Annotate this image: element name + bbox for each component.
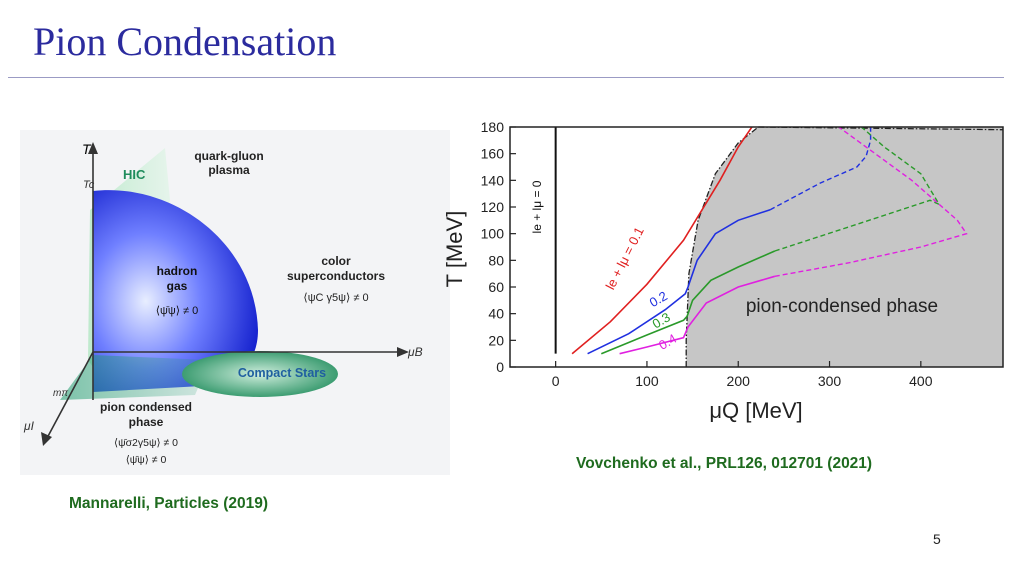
hadron-gas-sphere — [93, 190, 258, 392]
slide-title: Pion Condensation — [33, 19, 337, 64]
x-tick-label-100: 100 — [635, 373, 659, 389]
y-tick-label-120: 120 — [481, 199, 505, 215]
label-axis-mpi: mπ — [53, 388, 68, 399]
label-axis-Tc: Tc — [83, 179, 95, 191]
y-tick-label-40: 40 — [488, 306, 504, 322]
y-tick-label-180: 180 — [481, 119, 505, 135]
compact-stars-ellipse — [182, 351, 338, 397]
region-boundary — [685, 126, 759, 367]
page-number: 5 — [933, 531, 941, 547]
label-hic: HIC — [123, 167, 146, 182]
label-hadron-2: gas — [167, 279, 188, 293]
label-csc-2: superconductors — [287, 269, 385, 283]
label-pion-condensate-2: ⟨ψ̄ψ⟩ ≠ 0 — [126, 454, 167, 466]
label-qgp-2: plasma — [208, 163, 250, 177]
pion-phase-chart: le + lμ = 0 le + lμ = 0.10.20.30.4 0 20 40… — [442, 119, 1004, 423]
label-axis-muB: μB — [407, 345, 423, 359]
label-hadron-1: hadron — [157, 264, 198, 278]
condensed-region — [686, 127, 1003, 367]
label-pion-condensate-1: ⟨ψ̄σ2γ5ψ⟩ ≠ 0 — [114, 437, 178, 449]
y-axis-title: T [MeV] — [442, 211, 467, 288]
label-axis-muI: μI — [23, 419, 35, 433]
y-tick-label-0: 0 — [496, 359, 504, 375]
axis-muI — [45, 351, 94, 441]
x-axis-title: μQ [MeV] — [709, 398, 802, 423]
axis-muB-arrow — [397, 347, 409, 357]
curve-label-le-+-lμ-=-0.1: le + lμ = 0.1 — [603, 224, 647, 292]
series-0.2-solid — [587, 208, 771, 355]
qcd-phase-diagram: T Tc μB mπ μI HIC quark-gluon plasma had… — [20, 130, 450, 475]
y-tick-label-60: 60 — [488, 279, 504, 295]
y-tick-label-140: 140 — [481, 172, 505, 188]
label-csc-1: color — [321, 254, 351, 268]
label-csc-condensate: ⟨ψC γ5ψ⟩ ≠ 0 — [303, 292, 368, 304]
axis-muI-arrow — [41, 432, 52, 446]
x-tick-label-400: 400 — [909, 373, 933, 389]
y-tick-label-80: 80 — [488, 252, 504, 268]
plot-frame — [509, 126, 1004, 368]
series-0.2-dashed — [769, 127, 872, 211]
x-tick-label-300: 300 — [818, 373, 842, 389]
caption-vovchenko: Vovchenko et al., PRL126, 012701 (2021) — [576, 455, 873, 472]
y-tick-label-20: 20 — [488, 332, 504, 348]
series-0.4-solid — [619, 275, 776, 355]
curve-label-0.4: 0.4 — [656, 331, 679, 353]
series-0.3-solid — [600, 250, 776, 355]
curve-label-0.3: 0.3 — [650, 309, 673, 331]
caption-mannarelli: Mannarelli, Particles (2019) — [69, 495, 269, 512]
pion-floor — [60, 355, 210, 400]
x-tick-label-0: 0 — [552, 373, 560, 389]
ticks-layer: 0 20 40 60 80 100 120 140 160 180 0 100 200 300 400 — [481, 119, 933, 389]
axis-T-arrow — [88, 142, 98, 154]
label-pion-1: pion condensed — [100, 400, 192, 414]
label-qgp-1: quark-gluon — [194, 149, 263, 163]
label-hadron-condensate: ⟨ψ̄ψ⟩ ≠ 0 — [156, 305, 199, 317]
y-tick-label-100: 100 — [481, 226, 505, 242]
curve-labels-layer: le + lμ = 0.10.20.30.4 — [603, 224, 680, 352]
series-0.1-solid — [571, 126, 753, 355]
label-compact-stars: Compact Stars — [238, 366, 326, 380]
region-label: pion-condensed phase — [746, 296, 938, 317]
series-0.4-dashed — [774, 126, 968, 277]
x-tick-label-200: 200 — [727, 373, 751, 389]
series-layer — [571, 126, 968, 355]
curve-label-0.2: 0.2 — [647, 288, 670, 310]
condensed-region-layer — [685, 126, 1004, 367]
region-top-boundary — [758, 126, 1004, 131]
title-divider — [8, 77, 1004, 78]
label-pion-2: phase — [129, 415, 164, 429]
y-tick-label-160: 160 — [481, 146, 505, 162]
label-axis-T: T — [82, 141, 92, 157]
vertical-line-label: le + lμ = 0 — [530, 180, 544, 233]
vertical-line-layer: le + lμ = 0 — [530, 127, 557, 354]
